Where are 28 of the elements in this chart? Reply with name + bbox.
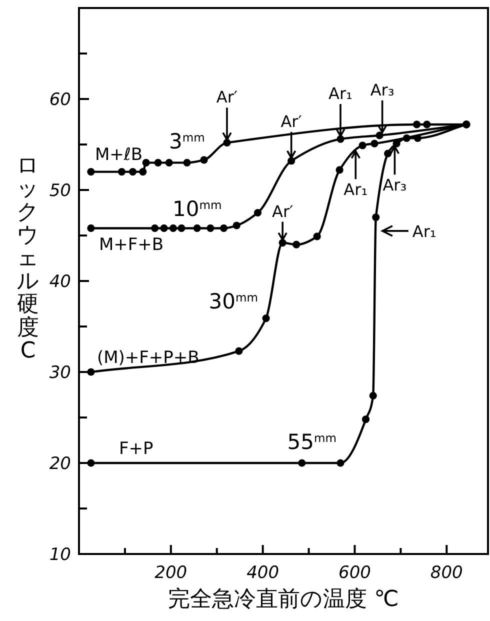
- annotation: Ar₃: [370, 80, 394, 100]
- annotation: M+ℓB: [94, 144, 143, 165]
- series-label: 30$^{mm}$: [208, 289, 258, 314]
- y-tick-label: 10: [49, 545, 71, 565]
- annotation: (M)+F+P+B: [96, 348, 200, 368]
- x-tick-label: 400: [246, 563, 280, 583]
- series-label: 55$^{mm}$: [287, 430, 336, 454]
- annotation: M+F+B: [98, 235, 164, 256]
- annotation: Ar₃: [382, 176, 407, 195]
- annotation: Ar₁: [328, 84, 352, 104]
- text: ロックウェル硬度C: [16, 154, 40, 364]
- y-tick-label: 40: [49, 272, 71, 292]
- x-axis-title: 完全急冷直前の温度 ℃: [168, 587, 399, 612]
- legend-label: 3$^{mm}$: [169, 130, 205, 154]
- annotation: Ar₁: [344, 180, 368, 200]
- x-tick-label: 200: [154, 563, 188, 583]
- x-tick-label: 600: [338, 563, 371, 583]
- annotation: Ar′: [272, 202, 294, 221]
- y-tick-label: 20: [49, 454, 71, 474]
- annotation: F+P: [118, 439, 154, 459]
- annotation: Ar₁: [412, 222, 436, 241]
- series-label: 10$^{mm}$: [172, 197, 222, 222]
- annotation: Ar′: [216, 88, 238, 107]
- y-tick-label: 30: [49, 363, 71, 383]
- x-tick-label: 800: [430, 563, 463, 583]
- annotation: Ar′: [280, 112, 302, 131]
- y-tick-label: 60: [49, 90, 71, 110]
- y-tick-label: 50: [49, 181, 71, 201]
